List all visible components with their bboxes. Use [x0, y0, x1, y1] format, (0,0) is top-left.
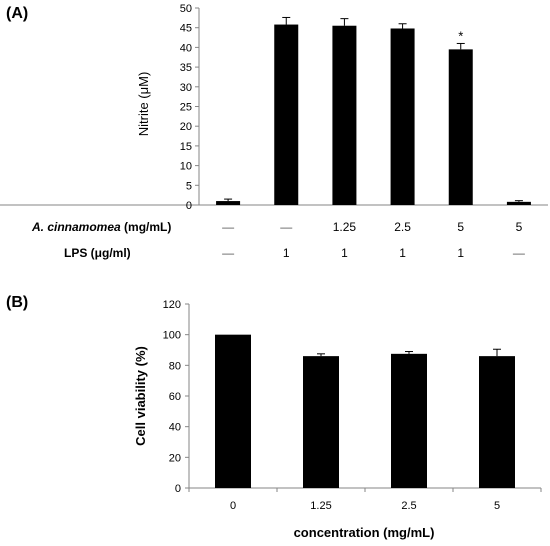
panel-b-chart: (B) Cell viability (%) concentration (mg… — [6, 294, 542, 540]
condition-label-lps: LPS (μg/ml) — [64, 246, 131, 260]
condition-value: 1 — [399, 246, 406, 260]
condition-row-a-cinnamomea: A. cinnamomea (mg/mL) — — 1.25 2.5 5 5 — [31, 220, 523, 234]
panel-b-y-tick-label: 60 — [169, 391, 181, 403]
panel-a-y-tick-label: 35 — [180, 62, 192, 74]
panel-a-bar — [332, 25, 357, 206]
condition-value: — — [222, 220, 234, 234]
condition-row-lps: LPS (μg/ml) — 1 1 1 1 — — [64, 246, 525, 260]
panel-b-bar — [391, 353, 427, 488]
panel-a-y-tick-label: 50 — [180, 3, 192, 15]
panel-a-significance-marker: * — [458, 28, 463, 43]
condition-value: 1 — [457, 246, 464, 260]
condition-value: 1.25 — [333, 220, 357, 234]
panel-b-bar — [479, 356, 515, 488]
panel-b-y-tick-label: 120 — [163, 299, 181, 311]
panel-a-y-tick-label: 40 — [180, 42, 192, 54]
panel-a-y-tick-label: 0 — [186, 200, 192, 212]
panel-b-y-tick-label: 40 — [169, 422, 181, 434]
panel-a-bar — [506, 201, 531, 205]
condition-value: 2.5 — [394, 220, 411, 234]
panel-a-y-axis-title: Nitrite (μM) — [136, 72, 151, 137]
panel-b-y-tick-label: 100 — [163, 330, 181, 342]
panel-b-bar — [215, 334, 251, 488]
panel-a-y-tick-label: 20 — [180, 121, 192, 133]
panel-b-y-tick-label: 80 — [169, 360, 181, 372]
panel-b-x-axis-title: concentration (mg/mL) — [294, 525, 435, 540]
panel-b-bar — [303, 356, 339, 488]
panel-b-x-tick-label: 2.5 — [401, 500, 416, 512]
condition-value: 1 — [341, 246, 348, 260]
condition-label-a-cinnamomea: A. cinnamomea (mg/mL) — [31, 220, 171, 234]
panel-b-x-tick-label: 5 — [494, 500, 500, 512]
panel-a-bar — [274, 24, 299, 205]
panel-b-y-tick-label: 20 — [169, 452, 181, 464]
panel-a-y-tick-label: 30 — [180, 82, 192, 94]
condition-value: — — [222, 246, 234, 260]
panel-a-label: (A) — [6, 5, 28, 22]
panel-a-y-tick-label: 10 — [180, 161, 192, 173]
panel-a-y-tick-label: 45 — [180, 23, 192, 35]
condition-value: — — [280, 220, 292, 234]
condition-value: 1 — [283, 246, 290, 260]
panel-a-bar — [216, 201, 241, 205]
condition-value: 5 — [457, 220, 464, 234]
panel-a-y-tick-label: 15 — [180, 141, 192, 153]
panel-b-y-axis-title: Cell viability (%) — [133, 346, 148, 446]
panel-b-y-tick-label: 0 — [175, 483, 181, 495]
panel-b-label: (B) — [6, 294, 28, 311]
panel-a-bar — [448, 49, 473, 206]
panel-a-bar — [390, 28, 415, 205]
condition-value: 5 — [516, 220, 523, 234]
panel-a-y-tick-label: 5 — [186, 180, 192, 192]
condition-value: — — [513, 246, 525, 260]
panel-a-y-tick-label: 25 — [180, 102, 192, 114]
panel-b-x-tick-label: 0 — [230, 500, 236, 512]
panel-b-x-tick-label: 1.25 — [310, 500, 331, 512]
